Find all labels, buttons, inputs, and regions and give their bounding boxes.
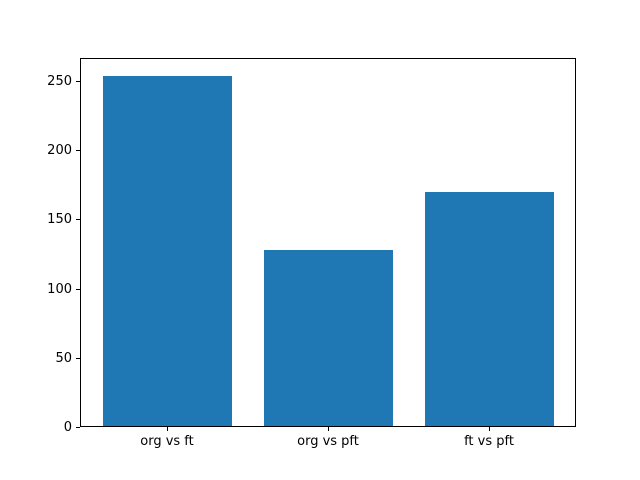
y-tick-mark xyxy=(76,358,80,359)
y-tick-label: 250 xyxy=(47,74,72,89)
y-tick-label: 150 xyxy=(47,212,72,227)
x-tick-mark xyxy=(328,427,329,431)
y-tick-mark xyxy=(76,289,80,290)
x-tick-label: org vs pft xyxy=(297,434,359,449)
x-tick-mark xyxy=(489,427,490,431)
y-tick-label: 50 xyxy=(55,351,72,366)
y-tick-mark xyxy=(76,219,80,220)
y-tick-mark xyxy=(76,81,80,82)
x-tick-mark xyxy=(167,427,168,431)
x-tick-label: org vs ft xyxy=(140,434,194,449)
y-tick-mark xyxy=(76,427,80,428)
y-tick-label: 200 xyxy=(47,143,72,158)
x-tick-label: ft vs pft xyxy=(464,434,514,449)
bar-ft-vs-pft xyxy=(425,192,554,426)
y-tick-label: 100 xyxy=(47,282,72,297)
bar-org-vs-pft xyxy=(264,250,393,426)
plot-area xyxy=(80,58,576,427)
bar-org-vs-ft xyxy=(103,76,232,426)
y-tick-label: 0 xyxy=(63,420,72,435)
y-tick-mark xyxy=(76,150,80,151)
